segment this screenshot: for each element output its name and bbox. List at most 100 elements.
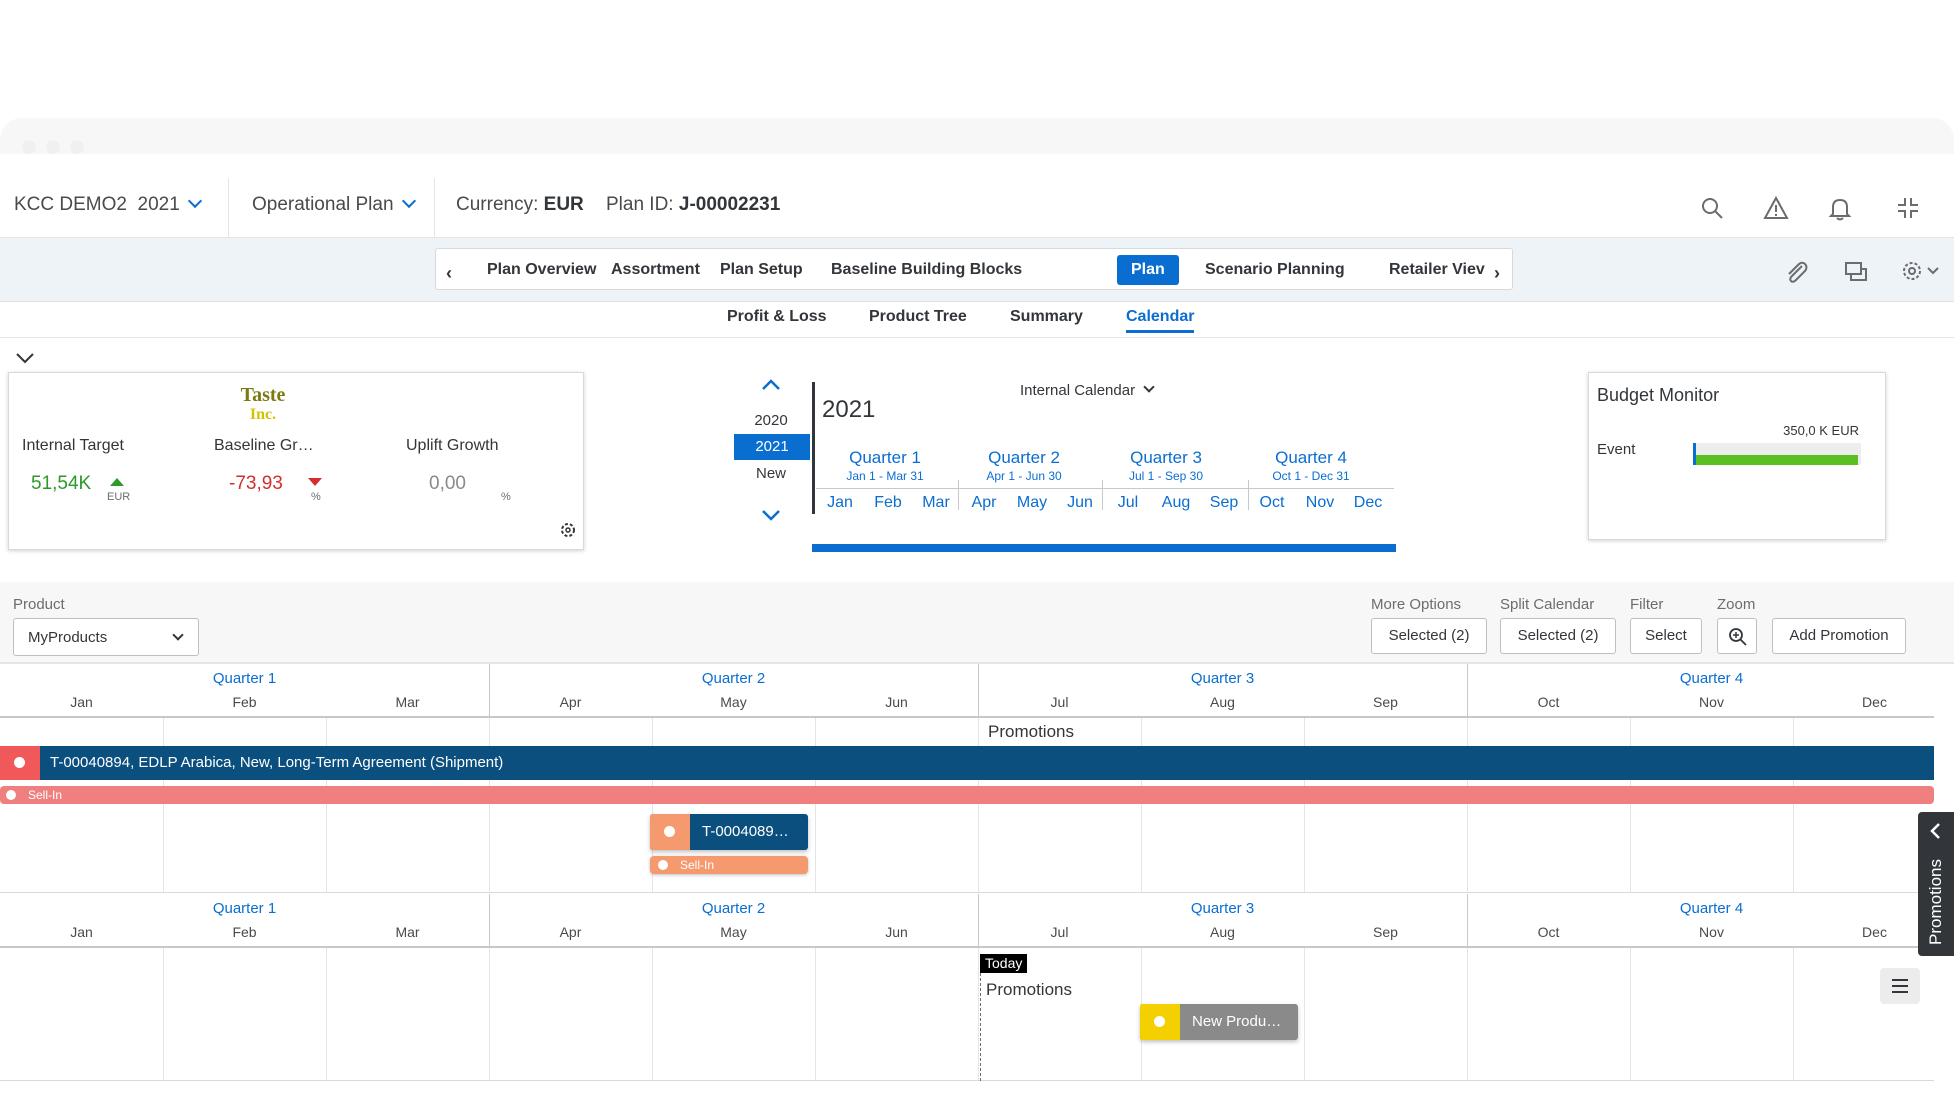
visible-range-slider[interactable] xyxy=(812,544,1396,552)
calendar-type-selector[interactable]: Internal Calendar xyxy=(1020,381,1155,399)
subtab-product-tree[interactable]: Product Tree xyxy=(869,308,967,325)
timeline-month-jan[interactable]: Jan xyxy=(70,924,93,940)
nav-quarter-4[interactable]: Quarter 4 xyxy=(1275,448,1347,467)
nav-month-may[interactable]: May xyxy=(1016,494,1048,511)
timeline-month-mar[interactable]: Mar xyxy=(395,924,420,940)
bell-icon[interactable] xyxy=(1826,194,1854,222)
timeline-month-may[interactable]: May xyxy=(720,924,747,940)
timeline-quarter-1[interactable]: Quarter 1 xyxy=(212,670,277,687)
new-product-promotion[interactable]: New Produ… xyxy=(1140,1004,1298,1040)
nav-quarter-2[interactable]: Quarter 2 xyxy=(988,448,1060,467)
comments-icon[interactable] xyxy=(1842,258,1870,286)
year-option-2020[interactable]: 2020 xyxy=(754,412,788,429)
tab-scroll-right-icon[interactable]: › xyxy=(1494,263,1500,283)
timeline-month-apr[interactable]: Apr xyxy=(559,694,582,710)
month-gridline xyxy=(978,946,979,1080)
gear-icon[interactable] xyxy=(557,519,579,541)
collapse-header-icon[interactable] xyxy=(14,350,36,366)
timeline-month-dec[interactable]: Dec xyxy=(1862,694,1887,710)
nav-month-sep[interactable]: Sep xyxy=(1209,494,1239,511)
nav-month-jul[interactable]: Jul xyxy=(1117,494,1139,511)
timeline-month-aug[interactable]: Aug xyxy=(1210,924,1235,940)
promotion-bar-main[interactable]: T-00040894, EDLP Arabica, New, Long-Term… xyxy=(0,746,1934,780)
timeline-quarter-3[interactable]: Quarter 3 xyxy=(1190,900,1255,917)
add-promotion-button[interactable]: Add Promotion xyxy=(1772,618,1906,654)
timeline-month-may[interactable]: May xyxy=(720,694,747,710)
timeline-month-nov[interactable]: Nov xyxy=(1699,924,1724,940)
tab-plan-overview[interactable]: Plan Overview xyxy=(487,261,597,278)
timeline-month-feb[interactable]: Feb xyxy=(232,924,257,940)
nav-month-feb[interactable]: Feb xyxy=(874,494,902,511)
list-menu-button[interactable] xyxy=(1880,968,1920,1004)
nav-month-jun[interactable]: Jun xyxy=(1067,494,1093,511)
warning-icon[interactable] xyxy=(1762,194,1790,222)
year-down-icon[interactable] xyxy=(760,508,782,522)
timeline-month-oct[interactable]: Oct xyxy=(1537,694,1560,710)
timeline-month-sep[interactable]: Sep xyxy=(1373,694,1398,710)
timeline-quarter-4[interactable]: Quarter 4 xyxy=(1679,670,1744,687)
settings-menu-icon[interactable] xyxy=(1898,256,1946,286)
timeline-month-apr[interactable]: Apr xyxy=(559,924,582,940)
subtab-profit-loss[interactable]: Profit & Loss xyxy=(727,308,827,325)
timeline-quarter-3[interactable]: Quarter 3 xyxy=(1190,670,1255,687)
nav-month-dec[interactable]: Dec xyxy=(1353,494,1383,511)
timeline-month-sep[interactable]: Sep xyxy=(1373,924,1398,940)
nav-month-jan[interactable]: Jan xyxy=(827,494,853,511)
nav-month-apr[interactable]: Apr xyxy=(971,494,997,511)
tab-assortment[interactable]: Assortment xyxy=(611,261,700,278)
tab-baseline-building-blocks[interactable]: Baseline Building Blocks xyxy=(831,261,1023,278)
timeline-quarter-4[interactable]: Quarter 4 xyxy=(1679,900,1744,917)
year-option-new[interactable]: New xyxy=(755,465,786,482)
kpi-card: Taste Inc. Internal Target 51,54K EUR Ba… xyxy=(8,372,584,550)
nav-month-oct[interactable]: Oct xyxy=(1259,494,1285,511)
nav-quarter-3[interactable]: Quarter 3 xyxy=(1130,448,1202,467)
plan-selector[interactable]: KCC DEMO2 2021 xyxy=(14,193,202,216)
timeline-quarter-2[interactable]: Quarter 2 xyxy=(701,670,766,687)
subtab-summary[interactable]: Summary xyxy=(1010,308,1083,325)
split-calendar-button[interactable]: Selected (2) xyxy=(1500,618,1616,654)
sell-in-bar-main[interactable]: Sell-In xyxy=(0,786,1934,804)
shell-header: KCC DEMO2 2021 Operational Plan Currency… xyxy=(0,178,1954,238)
exit-fullscreen-icon[interactable] xyxy=(1894,194,1922,222)
timeline-month-jun[interactable]: Jun xyxy=(885,694,908,710)
tab-plan[interactable]: Plan xyxy=(1117,255,1179,285)
nav-quarter-1[interactable]: Quarter 1 xyxy=(849,448,921,467)
timeline-month-nov[interactable]: Nov xyxy=(1699,694,1724,710)
subtab-calendar[interactable]: Calendar xyxy=(1126,308,1195,333)
nav-month-aug[interactable]: Aug xyxy=(1161,494,1191,511)
product-select-value: MyProducts xyxy=(28,629,108,646)
tab-plan-setup[interactable]: Plan Setup xyxy=(720,261,803,278)
month-gridline xyxy=(978,716,979,892)
promotion-bar-small[interactable]: T-0004089… xyxy=(650,814,808,850)
zoom-button[interactable] xyxy=(1717,618,1757,654)
tab-retailer-view[interactable]: Retailer Viev xyxy=(1389,261,1485,278)
timeline-month-feb[interactable]: Feb xyxy=(232,694,257,710)
more-options-button[interactable]: Selected (2) xyxy=(1371,618,1487,654)
timeline-month-jul[interactable]: Jul xyxy=(1050,924,1069,940)
timeline-month-mar[interactable]: Mar xyxy=(395,694,420,710)
plan-type-selector[interactable]: Operational Plan xyxy=(252,193,416,216)
timeline-quarter-2[interactable]: Quarter 2 xyxy=(701,900,766,917)
timeline-month-jul[interactable]: Jul xyxy=(1050,694,1069,710)
timeline-month-dec[interactable]: Dec xyxy=(1862,924,1887,940)
year-option-2021[interactable]: 2021 xyxy=(734,434,810,460)
timeline-month-aug[interactable]: Aug xyxy=(1210,694,1235,710)
timeline-month-jun[interactable]: Jun xyxy=(885,924,908,940)
search-icon[interactable] xyxy=(1698,194,1726,222)
sell-in-bar-small[interactable]: Sell-In xyxy=(650,856,808,874)
tab-scenario-planning[interactable]: Scenario Planning xyxy=(1205,261,1345,278)
quarter-divider xyxy=(489,664,490,716)
tab-scroll-left-icon[interactable]: ‹ xyxy=(446,263,452,283)
nav-month-nov[interactable]: Nov xyxy=(1305,494,1335,511)
filter-button[interactable]: Select xyxy=(1630,618,1702,654)
year-up-icon[interactable] xyxy=(760,378,782,392)
product-select[interactable]: MyProducts xyxy=(13,618,199,656)
nav-month-mar[interactable]: Mar xyxy=(922,494,950,511)
timeline-month-jan[interactable]: Jan xyxy=(70,694,93,710)
promotions-side-panel-tab[interactable]: Promotions xyxy=(1918,812,1954,956)
timeline-month-oct[interactable]: Oct xyxy=(1537,924,1560,940)
timeline-quarter-1[interactable]: Quarter 1 xyxy=(212,900,277,917)
window-top-strip xyxy=(0,118,1954,154)
attachment-icon[interactable] xyxy=(1782,258,1810,286)
month-gridline xyxy=(326,946,327,1080)
